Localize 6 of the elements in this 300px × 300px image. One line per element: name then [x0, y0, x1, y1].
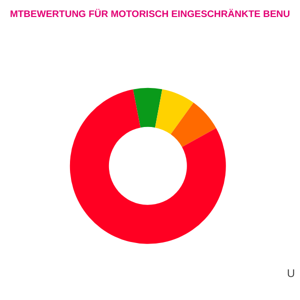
- donut-slice: [133, 88, 162, 128]
- donut-slice: [70, 89, 226, 244]
- donut-slice: [170, 102, 216, 147]
- text: U: [287, 268, 295, 280]
- chart-title: MTBEWERTUNG FÜR MOTORISCH EINGESCHRÄNKTE BENU: [10, 8, 290, 20]
- donut-slice: [155, 89, 194, 134]
